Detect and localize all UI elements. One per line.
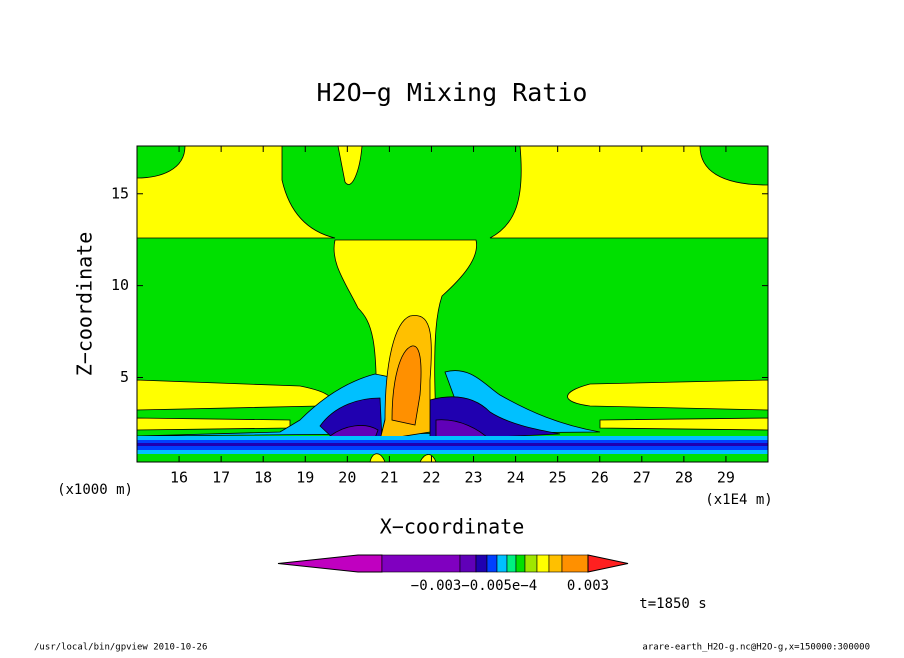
x-tick-label: 25 xyxy=(549,469,567,487)
band xyxy=(137,443,768,446)
region xyxy=(567,379,769,411)
colorbar-cell xyxy=(561,554,589,573)
band xyxy=(137,446,768,450)
x-unit: (x1E4 m) xyxy=(705,492,772,508)
colorbar-cell xyxy=(486,554,498,573)
x-tick-label: 16 xyxy=(170,469,188,487)
colorbar-cell xyxy=(548,554,563,573)
footer-program: /usr/local/bin/gpview 2010-10-26 xyxy=(34,643,207,653)
x-axis-label: X−coordinate xyxy=(380,515,525,539)
footer-source: arare-earth_H2O-g.nc@H2O-g,x=150000:3000… xyxy=(642,643,870,653)
colorbar-cell xyxy=(515,554,526,573)
y-tick-label: 5 xyxy=(120,368,129,386)
y-tick-label: 15 xyxy=(111,184,129,202)
colorbar-end xyxy=(587,554,629,573)
colorbar-cell xyxy=(459,554,477,573)
y-unit: (x1000 m) xyxy=(57,482,133,498)
x-tick-label: 22 xyxy=(422,469,440,487)
x-tick-label: 19 xyxy=(296,469,314,487)
x-tick-label: 20 xyxy=(338,469,356,487)
x-tick-label: 18 xyxy=(254,469,272,487)
x-tick-label: 23 xyxy=(465,469,483,487)
colorbar-cell xyxy=(381,554,461,573)
x-tick-label: 17 xyxy=(212,469,230,487)
colorbar-cell xyxy=(536,554,550,573)
plot-frame xyxy=(136,145,769,463)
chart-title: H2O−g Mixing Ratio xyxy=(317,78,588,107)
colorbar: −0.003−0.005e−4 0.003 xyxy=(277,554,629,594)
colorbar-cell xyxy=(496,554,508,573)
y-tick-label: 10 xyxy=(111,276,129,294)
x-tick-label: 28 xyxy=(675,469,693,487)
region xyxy=(391,345,422,426)
x-tick-label: 27 xyxy=(633,469,651,487)
band xyxy=(137,440,768,443)
contour-field xyxy=(136,145,769,463)
x-tick-label: 24 xyxy=(507,469,525,487)
x-tick-label: 29 xyxy=(717,469,735,487)
x-tick-label: 21 xyxy=(380,469,398,487)
region xyxy=(136,145,336,239)
y-axis-label: Z−coordinate xyxy=(73,232,97,377)
colorbar-cell xyxy=(524,554,538,573)
colorbar-label: 0.003 xyxy=(567,578,609,594)
x-tick-label: 26 xyxy=(591,469,609,487)
region xyxy=(319,396,561,441)
band xyxy=(137,436,768,440)
time-label: t=1850 s xyxy=(639,596,706,612)
colorbar-end xyxy=(277,554,383,573)
colorbar-label: −0.003−0.005e−4 xyxy=(411,578,537,594)
colorbar-cell xyxy=(506,554,517,573)
colorbar-cell xyxy=(475,554,488,573)
band xyxy=(137,450,768,454)
